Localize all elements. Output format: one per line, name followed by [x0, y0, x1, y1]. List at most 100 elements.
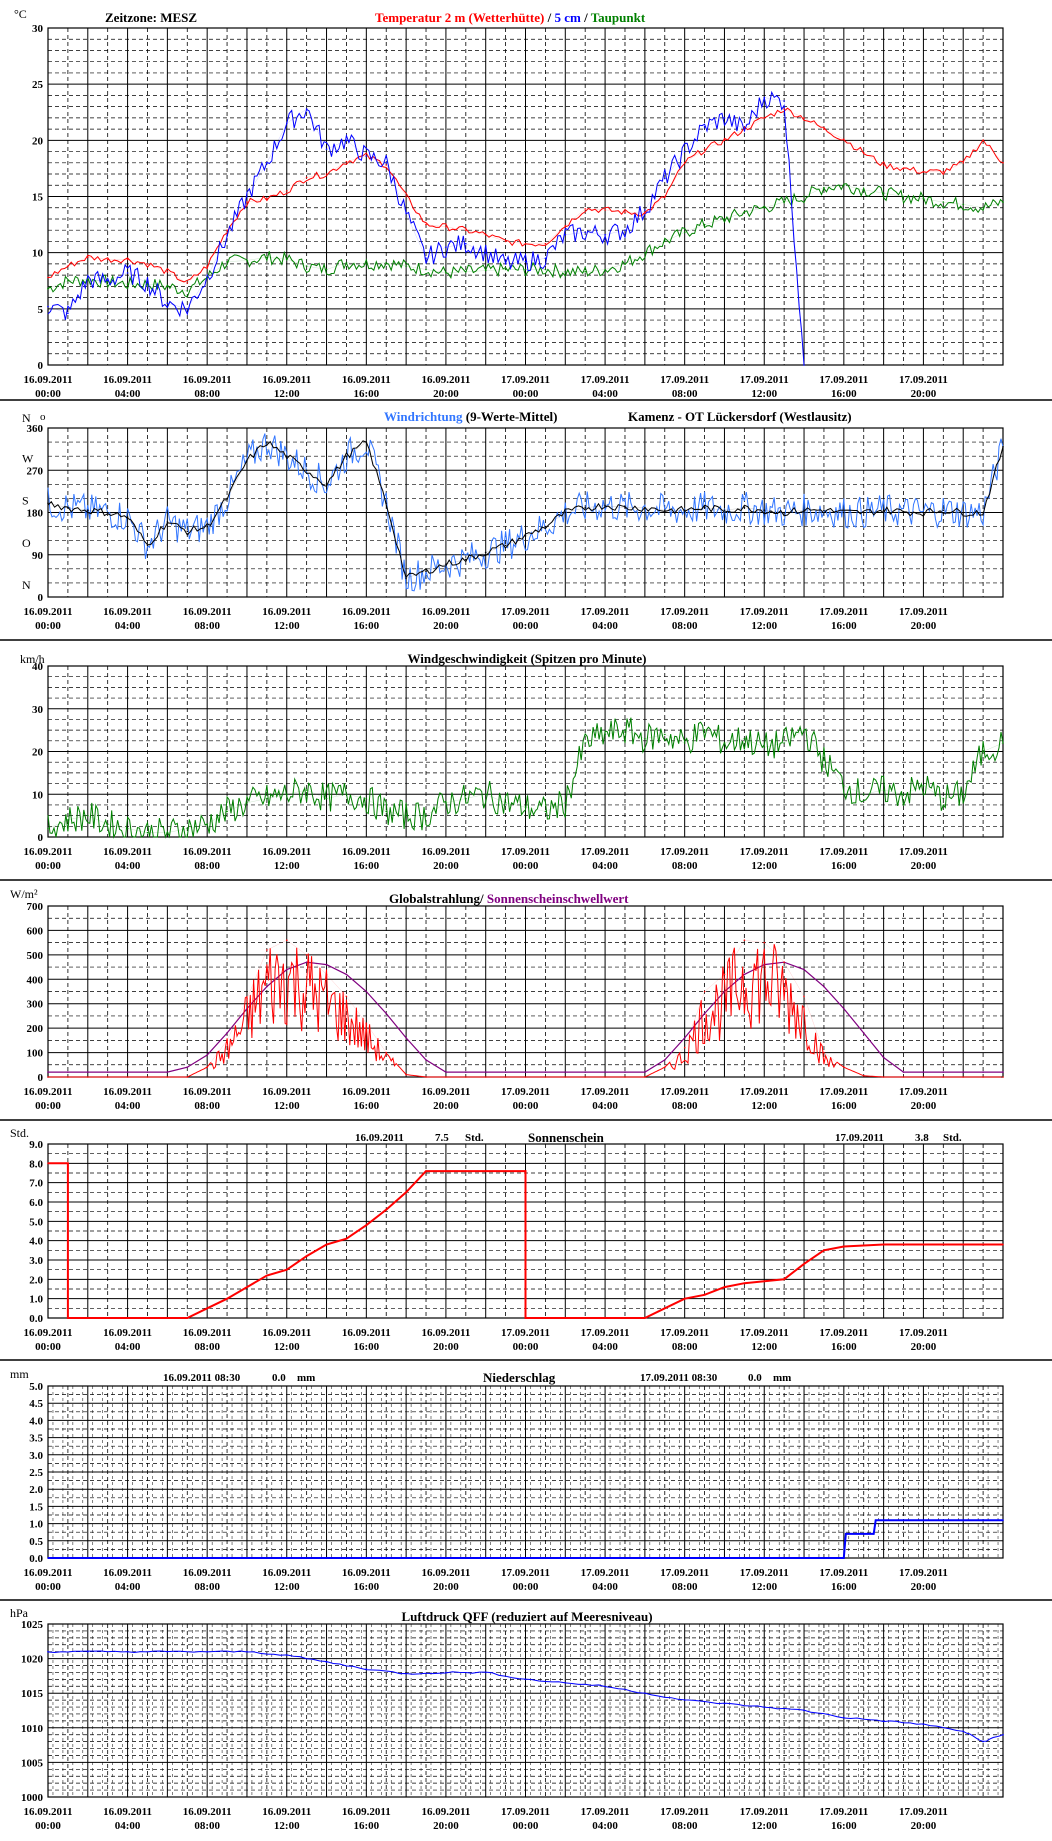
y-tick-label: 4.0	[29, 1236, 43, 1248]
series-precipitation-point	[845, 1533, 847, 1535]
x-tick-date: 16.09.2011	[262, 1567, 311, 1579]
series-windspeed-values-point	[683, 742, 686, 744]
series-temp-2m-values-point	[146, 263, 149, 265]
series-temp-5cm-values-point	[484, 251, 487, 254]
x-tick-time: 16:00	[831, 1820, 857, 1832]
series-temp-5cm-values-point	[365, 155, 368, 157]
series-temp-2m-values-point	[564, 224, 567, 227]
x-tick-time: 00:00	[35, 1100, 61, 1112]
series-globalstrahlung-values-point	[286, 939, 288, 941]
series-sunshine-point	[246, 1286, 248, 1288]
series-windspeed-values-point	[504, 802, 507, 804]
series-sunshine-point	[67, 1317, 69, 1319]
y-tick-label: 1.0	[29, 1519, 43, 1531]
x-tick-time: 12:00	[274, 1820, 300, 1832]
series-windspeed-values-point	[166, 831, 169, 834]
series-globalstrahlung-values-point	[445, 1076, 447, 1078]
x-tick-date: 16.09.2011	[183, 1327, 232, 1339]
series-temp-2m-values-point	[664, 195, 666, 198]
series-globalstrahlung-values-point	[644, 1076, 646, 1078]
series-windspeed-values-point	[584, 742, 586, 744]
series-winddir-values-point	[305, 469, 308, 472]
x-tick-date: 17.09.2011	[740, 1327, 789, 1339]
y-tick-label: 1005	[21, 1757, 44, 1769]
x-tick-time: 16:00	[353, 1100, 379, 1112]
series-globalstrahlung-values-point	[87, 1076, 89, 1078]
series-sunshine-point	[385, 1208, 388, 1211]
series-temp-2m-values-point	[723, 139, 726, 142]
x-tick-date: 17.09.2011	[501, 1327, 550, 1339]
series-winddir-values-point	[942, 509, 945, 512]
y-tick-label: 400	[27, 974, 44, 986]
series-threshold-point	[226, 1032, 228, 1034]
series-windspeed-values-point	[743, 737, 746, 740]
x-tick-date: 16.09.2011	[262, 846, 311, 858]
series-temp-2m-values-point	[67, 265, 69, 267]
y-tick-label: 2.5	[29, 1467, 43, 1479]
series-globalstrahlung-values-point	[405, 1073, 407, 1076]
x-tick-date: 16.09.2011	[24, 1086, 73, 1098]
x-tick-time: 12:00	[274, 860, 300, 872]
series-temp-2m-values-point	[286, 190, 288, 192]
series-globalstrahlung-values-point	[584, 1076, 586, 1078]
series-temp-5cm-values-point	[146, 282, 149, 284]
series-winddir-values-point	[803, 509, 805, 512]
series-temp-5cm-values-point	[803, 364, 805, 366]
x-tick-date: 17.09.2011	[660, 374, 709, 386]
series-temp-2m-values-point	[922, 171, 925, 173]
series-temp-5cm-values-point	[624, 229, 626, 231]
series-taupunkt-values-point	[67, 280, 69, 282]
x-tick-date: 16.09.2011	[342, 1086, 391, 1098]
series-taupunkt-values-point	[445, 272, 447, 274]
series-temp-5cm-values-point	[246, 195, 248, 198]
series-windspeed-values-point	[385, 810, 388, 813]
series-temp-2m-values-point	[862, 151, 865, 154]
x-tick-time: 00:00	[35, 1820, 61, 1832]
y-tick-label: 20	[32, 135, 44, 147]
series-temp-5cm-values-point	[345, 139, 348, 142]
x-tick-time: 20:00	[433, 388, 459, 400]
series-globalstrahlung-values-point	[67, 1076, 69, 1078]
series-temp-2m-values-point	[325, 173, 328, 175]
series-globalstrahlung-values-point	[823, 1051, 825, 1054]
series-globalstrahlung-values-point	[146, 1076, 149, 1078]
series-temp-2m-values-point	[445, 226, 447, 228]
series-windspeed-values-point	[942, 797, 945, 800]
series-temp-5cm-values-point	[683, 150, 686, 153]
series-sunshine-point	[445, 1170, 447, 1172]
series-winddir-values-point	[862, 511, 865, 514]
x-tick-date: 16.09.2011	[24, 1327, 73, 1339]
x-tick-time: 08:00	[194, 1820, 220, 1832]
series-threshold-point	[305, 961, 308, 963]
y-tick-label: 5.0	[29, 1216, 43, 1228]
y-tick-label: 1020	[21, 1654, 44, 1666]
x-tick-time: 00:00	[513, 1100, 539, 1112]
plot-border	[47, 665, 1004, 838]
title-part: /	[544, 10, 554, 25]
x-tick-date: 17.09.2011	[581, 846, 630, 858]
x-tick-time: 08:00	[672, 620, 698, 632]
day2-value: 3.8	[915, 1132, 929, 1144]
series-winddir-values-point	[823, 509, 825, 512]
series-threshold-point	[664, 1059, 666, 1061]
series-winddir-values-point	[166, 521, 169, 523]
title-part: Taupunkt	[591, 10, 646, 25]
y-unit-label: hPa	[10, 1606, 29, 1620]
series-globalstrahlung-values-point	[664, 1066, 666, 1068]
series-windspeed-values-point	[266, 797, 268, 800]
x-tick-date: 17.09.2011	[581, 1327, 630, 1339]
series-sunshine-point	[484, 1170, 487, 1172]
x-tick-time: 00:00	[35, 860, 61, 872]
x-tick-time: 16:00	[353, 1820, 379, 1832]
series-pressure-values-point	[246, 1650, 248, 1653]
x-tick-date: 17.09.2011	[740, 1086, 789, 1098]
x-tick-date: 17.09.2011	[819, 374, 868, 386]
series-threshold-point	[683, 1037, 686, 1039]
x-tick-time: 20:00	[433, 620, 459, 632]
x-tick-time: 16:00	[831, 1341, 857, 1353]
x-tick-time: 20:00	[911, 388, 937, 400]
x-tick-time: 12:00	[751, 1581, 777, 1593]
x-tick-time: 04:00	[592, 1100, 618, 1112]
panel-pressure: 1000 1005 1010 1015 1020 1025 16.09.2011 00:00 1…	[10, 1606, 1004, 1832]
series-windspeed-values-point	[664, 733, 666, 736]
